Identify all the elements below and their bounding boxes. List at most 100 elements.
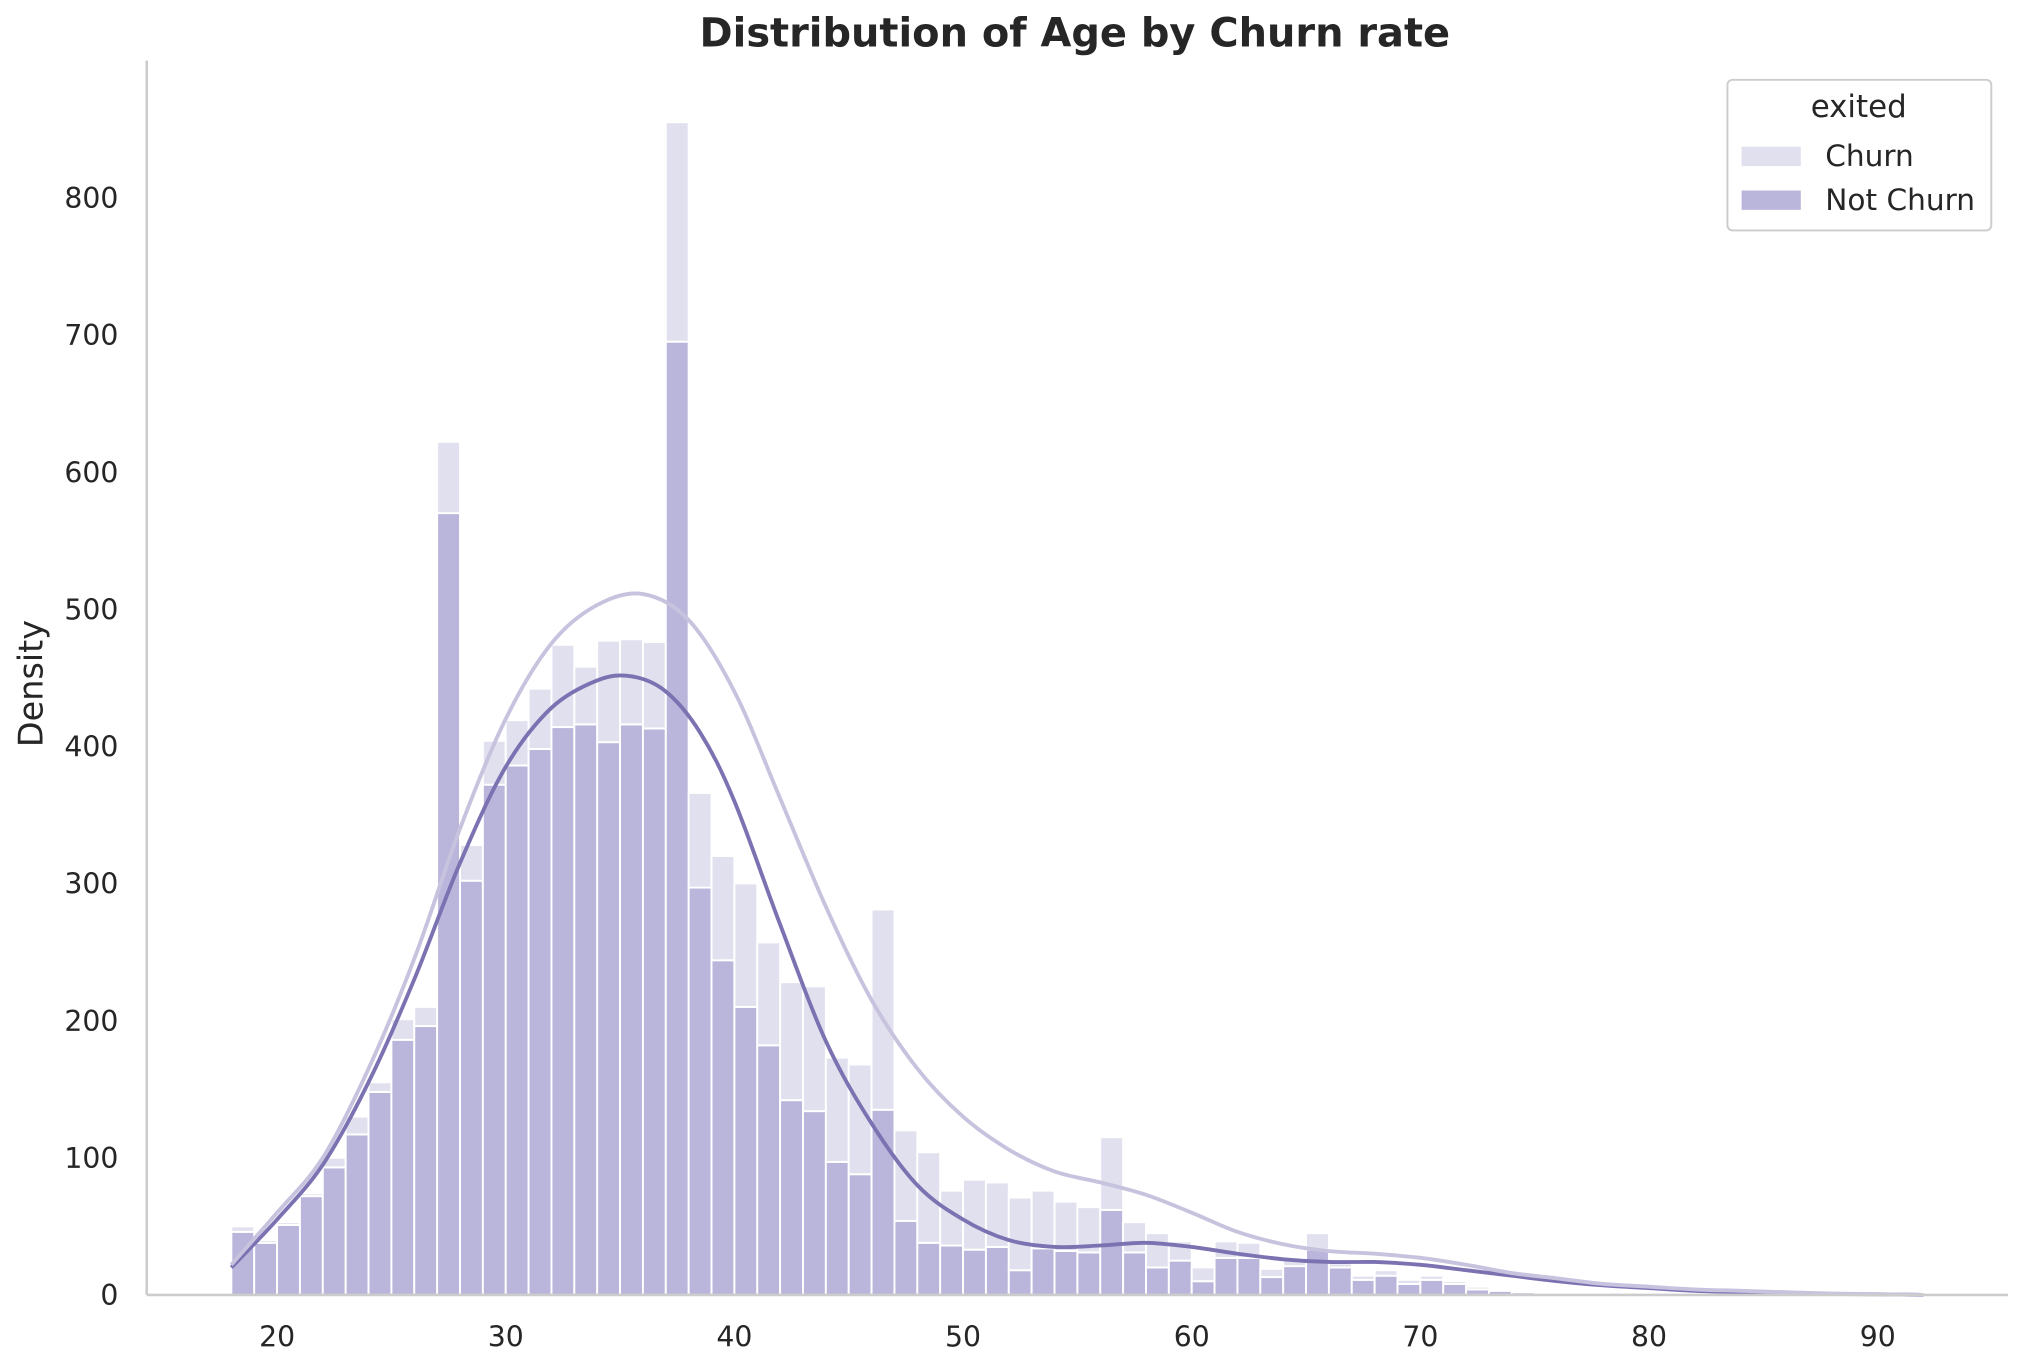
bar-not-churn (413, 1025, 439, 1296)
bar-not-churn (893, 1219, 919, 1296)
legend-label-not-churn: Not Churn (1825, 183, 1975, 217)
bar-not-churn (596, 741, 622, 1296)
bar-churn (710, 855, 736, 962)
bar-churn (893, 1129, 919, 1222)
bar-churn (1373, 1269, 1399, 1277)
bar-churn (687, 791, 713, 889)
bar-not-churn (1442, 1282, 1468, 1296)
bar-churn (1648, 1291, 1673, 1295)
y-tick-label: 600 (64, 456, 118, 489)
legend-swatch-not-churn (1741, 190, 1801, 210)
bar-not-churn (916, 1241, 942, 1296)
bar-not-churn (802, 1110, 827, 1296)
y-tick-labels: 0 100 200 300 400 500 600 700 800 (64, 182, 118, 1312)
bar-not-churn (1007, 1269, 1033, 1296)
x-tick-label: 90 (1860, 1320, 1896, 1353)
bar-not-churn (1099, 1208, 1125, 1296)
bar-not-churn (664, 340, 690, 1296)
y-tick-label: 200 (64, 1005, 118, 1038)
bar-not-churn (527, 748, 553, 1296)
bar-churn (824, 1056, 850, 1163)
bar-not-churn (573, 723, 599, 1296)
chart-title: Distribution of Age by Churn rate (700, 10, 1451, 56)
bar-not-churn (1122, 1251, 1147, 1296)
bar-not-churn (733, 1005, 759, 1296)
bar-not-churn (824, 1160, 850, 1296)
bar-not-churn (276, 1224, 301, 1296)
bar-not-churn (984, 1245, 1010, 1296)
bar-not-churn (1190, 1280, 1216, 1296)
x-tick-label: 70 (1402, 1320, 1438, 1353)
x-tick-label: 80 (1631, 1320, 1667, 1353)
bars-layer (230, 121, 1925, 1296)
bar-not-churn (298, 1195, 324, 1296)
bar-churn (413, 1005, 439, 1028)
bar-not-churn (847, 1173, 873, 1296)
bar-not-churn (1327, 1266, 1353, 1296)
bar-churn (1419, 1274, 1445, 1281)
bar-churn (573, 665, 599, 726)
bar-churn (1122, 1221, 1147, 1254)
legend-title: exited (1811, 89, 1907, 125)
bar-churn (733, 882, 759, 1008)
bar-churn (1190, 1266, 1216, 1283)
bar-not-churn (756, 1044, 782, 1296)
bar-churn (1465, 1285, 1490, 1291)
bar-churn (1488, 1288, 1513, 1292)
bar-churn (870, 908, 896, 1111)
bar-churn (276, 1221, 301, 1226)
bar-not-churn (1145, 1266, 1170, 1296)
bar-churn (1510, 1289, 1536, 1294)
bar-not-churn (1305, 1248, 1330, 1296)
bar-not-churn (344, 1133, 370, 1296)
bar-not-churn (550, 726, 576, 1296)
x-tick-label: 50 (945, 1320, 981, 1353)
bar-not-churn (962, 1248, 987, 1296)
bar-not-churn (436, 512, 461, 1296)
y-tick-label: 800 (64, 182, 118, 215)
y-tick-label: 400 (64, 731, 118, 764)
x-tick-label: 40 (716, 1320, 752, 1353)
bar-not-churn (1259, 1276, 1285, 1296)
bar-not-churn (1076, 1251, 1102, 1296)
bar-churn (596, 639, 622, 744)
bar-churn (1625, 1291, 1651, 1295)
bar-churn (1099, 1136, 1125, 1211)
bar-not-churn (1167, 1259, 1193, 1296)
bar-not-churn (1282, 1265, 1308, 1296)
bar-churn (664, 121, 690, 343)
bar-not-churn (367, 1090, 393, 1296)
bar-not-churn (1373, 1274, 1399, 1296)
bar-churn (1579, 1291, 1605, 1295)
bar-not-churn (1350, 1278, 1376, 1296)
bar-not-churn (641, 727, 667, 1296)
bar-not-churn (1396, 1282, 1422, 1296)
bar-not-churn (504, 764, 530, 1296)
bar-not-churn (1030, 1247, 1056, 1296)
bar-churn (1396, 1278, 1422, 1285)
bar-not-churn (687, 886, 713, 1296)
bar-churn (1533, 1291, 1559, 1295)
bar-not-churn (939, 1244, 965, 1296)
bar-churn (1350, 1274, 1376, 1281)
bar-churn (1145, 1232, 1170, 1269)
bar-not-churn (390, 1038, 416, 1296)
bar-churn (1259, 1267, 1285, 1279)
x-tick-label: 60 (1174, 1320, 1210, 1353)
y-tick-label: 100 (64, 1142, 118, 1175)
bar-not-churn (459, 879, 484, 1296)
x-tick-labels: 20 30 40 50 60 70 80 90 (259, 1320, 1896, 1353)
bar-not-churn (1213, 1256, 1239, 1296)
bar-churn (1556, 1291, 1582, 1295)
bar-not-churn (321, 1166, 347, 1296)
bar-churn (802, 985, 827, 1113)
bar-churn (230, 1225, 256, 1233)
bar-churn (367, 1081, 393, 1093)
bar-not-churn (481, 783, 507, 1296)
bar-not-churn (619, 723, 644, 1296)
bar-churn (1053, 1200, 1079, 1252)
kde-line-churn (229, 591, 1924, 1297)
bar-churn (436, 440, 461, 515)
